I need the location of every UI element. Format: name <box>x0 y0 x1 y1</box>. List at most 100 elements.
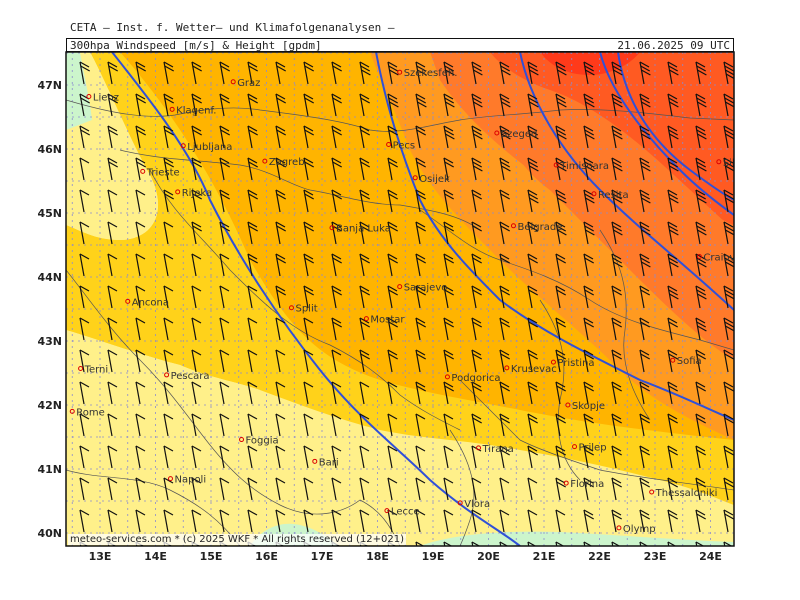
wind-barb <box>555 317 566 341</box>
city-marker <box>312 458 318 464</box>
wind-barb <box>499 253 510 277</box>
city-label: Napoli <box>174 475 206 486</box>
wind-barb <box>471 285 482 309</box>
city-label: Szeged <box>501 129 538 140</box>
wind-barb <box>387 381 398 405</box>
wind-barb <box>667 253 679 277</box>
wind-barb <box>247 509 258 533</box>
city-label: Graz <box>237 78 260 89</box>
wind-barb <box>611 509 622 533</box>
wind-barb <box>415 61 427 85</box>
wind-barb <box>79 253 90 277</box>
city-marker <box>262 158 268 164</box>
wind-barb <box>499 157 511 181</box>
city-marker <box>386 142 392 148</box>
city-label: Vlora <box>464 499 490 510</box>
wind-barb <box>527 477 538 501</box>
wind-barb <box>303 445 314 469</box>
city-label: Sarajevo <box>404 283 448 294</box>
wind-barb <box>695 61 707 85</box>
wind-barb <box>443 157 454 181</box>
wind-barb <box>611 477 622 501</box>
wind-barb <box>667 189 679 213</box>
city-label: Mostar <box>370 315 405 326</box>
wind-barb <box>79 317 90 341</box>
wind-barb <box>107 349 118 373</box>
lat-tick-label: 40N <box>37 527 62 540</box>
wind-barb <box>219 93 230 117</box>
wind-barb <box>303 125 314 149</box>
city-marker <box>504 365 510 371</box>
wind-barb <box>415 381 426 405</box>
wind-barb <box>191 317 202 341</box>
wind-barb <box>527 253 538 277</box>
wind-barb <box>191 189 202 213</box>
wind-barb <box>247 125 258 149</box>
wind-barb <box>723 445 734 469</box>
city-label: Rome <box>76 407 105 418</box>
wind-barb <box>247 285 258 309</box>
city-marker <box>494 130 500 136</box>
wind-barb <box>583 381 594 405</box>
city-label: Resita <box>598 190 629 201</box>
wind-barb <box>723 509 734 533</box>
wind-barb <box>247 157 258 181</box>
wind-barb <box>79 189 90 213</box>
city-marker <box>239 437 245 443</box>
wind-barb <box>695 125 707 149</box>
city-label: Lienz <box>93 93 119 104</box>
wind-barb <box>387 61 399 85</box>
wind-barb <box>611 221 623 245</box>
wind-barb <box>275 157 286 181</box>
wind-barb <box>219 381 230 405</box>
wind-barb <box>359 157 370 181</box>
wind-barb <box>387 157 398 181</box>
wind-barb <box>331 61 342 85</box>
wind-barb <box>527 189 539 213</box>
lon-tick-label: 14E <box>144 550 167 563</box>
wind-barb <box>639 509 650 533</box>
wind-barb <box>471 189 482 213</box>
wind-barb <box>79 445 90 469</box>
wind-barb <box>107 189 118 213</box>
wind-barb <box>219 189 230 213</box>
wind-barb <box>135 189 146 213</box>
city-marker <box>444 374 450 380</box>
wind-barb <box>639 317 650 341</box>
wind-barb <box>527 445 538 469</box>
wind-barb <box>723 221 734 245</box>
wind-barb <box>471 221 482 245</box>
wind-barb <box>611 445 622 469</box>
wind-barb <box>303 61 314 85</box>
wind-barb <box>611 189 623 213</box>
city-label: Ancona <box>132 297 169 308</box>
wind-barb <box>191 285 202 309</box>
wind-barb <box>303 221 314 245</box>
wind-barb <box>275 317 286 341</box>
wind-barb <box>639 445 650 469</box>
city-label: Podgorica <box>451 373 500 384</box>
wind-barb <box>471 349 482 373</box>
wind-barb <box>359 221 370 245</box>
wind-barb <box>219 253 230 277</box>
wind-barb <box>135 413 146 437</box>
cities: Graz Szekesfeh. Lienz Klagenf. Ljubljana Zagr… <box>69 68 734 535</box>
wind-barb <box>275 253 286 277</box>
wind-barb <box>667 93 679 117</box>
wind-barb <box>387 509 398 533</box>
wind-barb <box>555 285 566 309</box>
city-marker <box>616 525 622 531</box>
wind-barb <box>583 93 595 117</box>
valid-time: 21.06.2025 09 UTC <box>617 39 730 52</box>
wind-barb <box>303 93 314 117</box>
wind-barb <box>163 381 174 405</box>
wind-barb <box>191 381 202 405</box>
wind-barb <box>667 477 678 501</box>
wind-barb <box>359 381 370 405</box>
city-label: Thessaloniki <box>655 488 718 499</box>
borders <box>66 99 734 546</box>
wind-barb <box>611 157 623 181</box>
city-label: Pescara <box>171 371 210 382</box>
wind-barb <box>667 125 679 149</box>
city-marker <box>696 254 702 260</box>
